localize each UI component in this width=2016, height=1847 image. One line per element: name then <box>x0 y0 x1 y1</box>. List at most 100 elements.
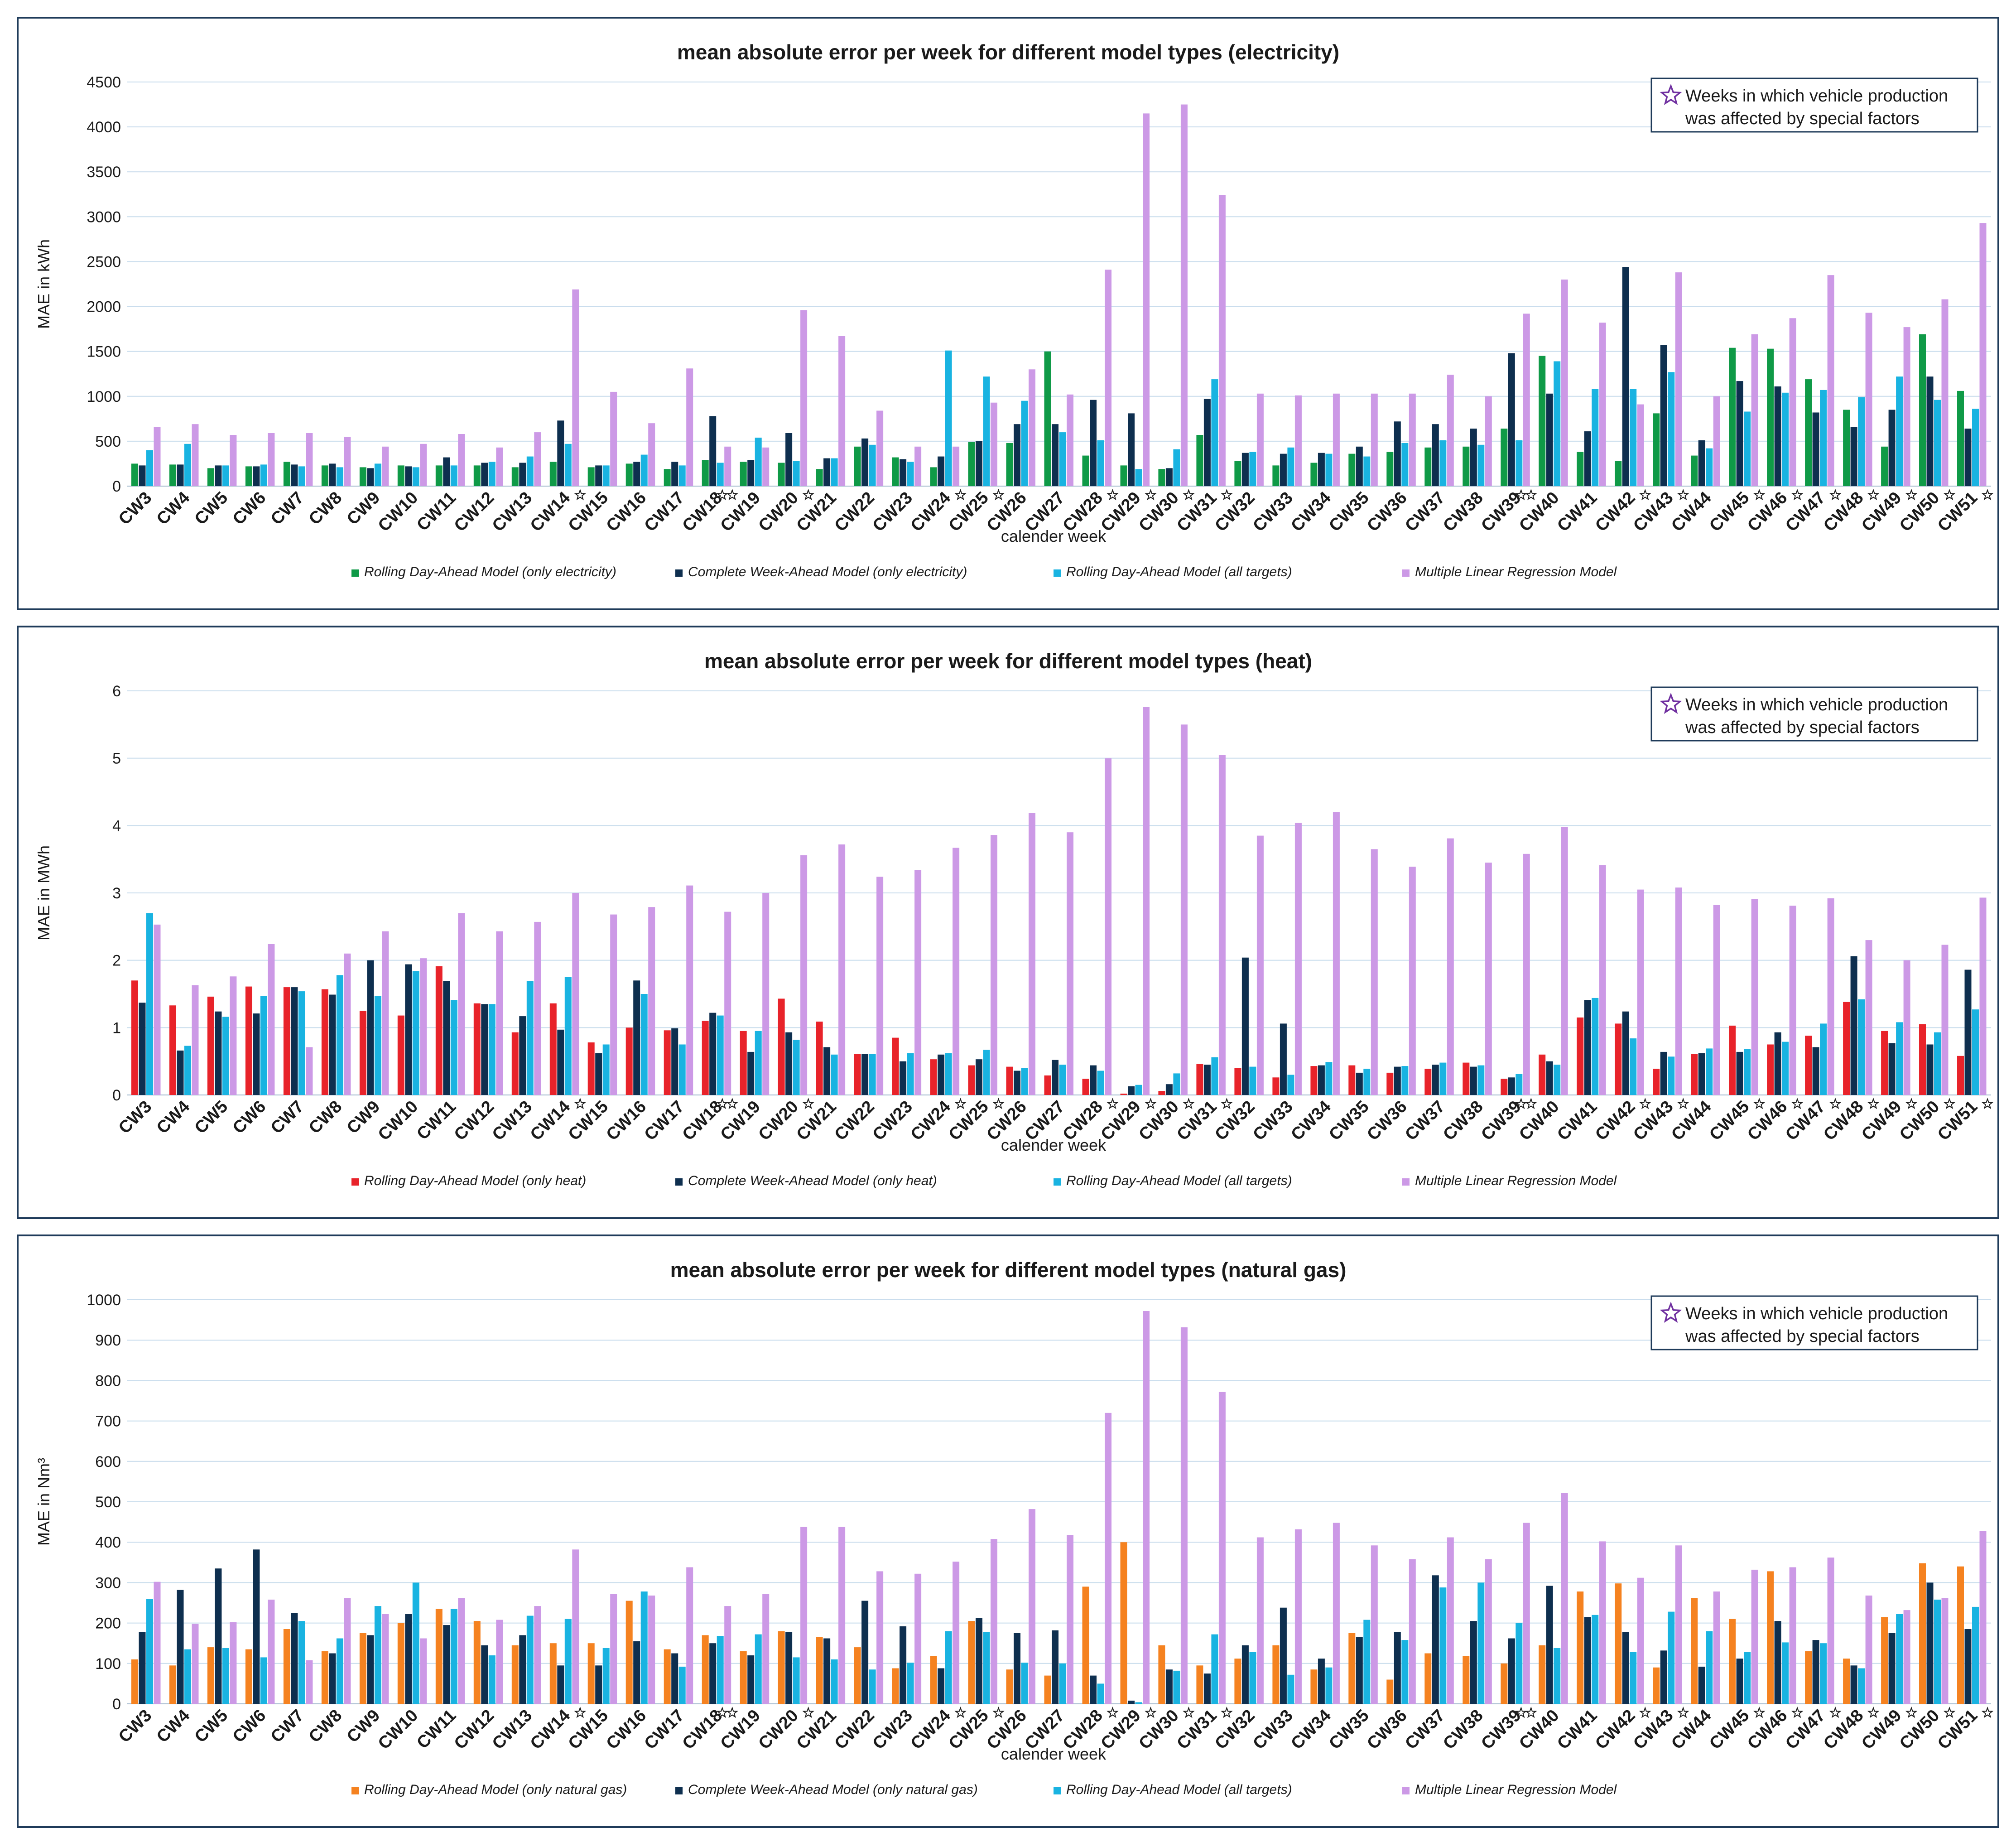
bar <box>991 1539 997 1704</box>
bar <box>245 986 252 1095</box>
bar <box>1592 1615 1599 1704</box>
heat-chart-panel: mean absolute error per week for differe… <box>17 626 1999 1219</box>
bar <box>785 433 793 486</box>
bar <box>1029 369 1035 486</box>
bar <box>686 1567 693 1704</box>
bar <box>1622 1011 1629 1095</box>
bar <box>1409 1559 1416 1704</box>
bar <box>1698 1053 1705 1095</box>
natural-gas-chart: mean absolute error per week for differe… <box>34 1258 1994 1797</box>
bar <box>1599 865 1606 1095</box>
bar <box>412 467 419 486</box>
bar <box>1881 1031 1888 1095</box>
bar <box>1736 1659 1743 1704</box>
bar <box>587 467 595 486</box>
bar <box>800 310 808 486</box>
bar <box>907 1663 914 1704</box>
bar <box>1637 1577 1644 1704</box>
x-tick-label: CW43 <box>1630 1706 1677 1753</box>
special-week-star-icon <box>1905 489 1918 501</box>
bar <box>481 1645 488 1704</box>
x-tick-label: CW3 <box>115 488 155 529</box>
bar <box>526 1616 534 1704</box>
bar <box>1584 1000 1591 1095</box>
special-week-star-icon <box>992 489 1005 501</box>
x-tick-label: CW17 <box>641 1097 688 1144</box>
bar <box>1143 707 1150 1095</box>
x-axis-label: calender week <box>1001 527 1107 545</box>
bar <box>1371 1545 1378 1704</box>
bar <box>557 1029 564 1095</box>
bar <box>1789 1567 1796 1704</box>
bar <box>1881 1617 1888 1704</box>
bar <box>557 420 564 486</box>
x-tick-label: CW47 <box>1782 1706 1829 1753</box>
bar <box>1310 463 1318 486</box>
bar <box>755 438 762 486</box>
bar <box>1203 399 1211 486</box>
x-tick-label: CW22 <box>831 1097 878 1144</box>
bar <box>1249 1066 1256 1095</box>
bar <box>1729 1619 1736 1704</box>
y-tick-label: 2000 <box>87 299 121 316</box>
bar <box>1782 1642 1789 1704</box>
bar <box>1751 334 1758 486</box>
bar <box>496 931 503 1095</box>
bar <box>222 1017 229 1095</box>
bar <box>869 444 876 486</box>
bar <box>1941 1598 1949 1704</box>
special-week-star-icon <box>1183 1098 1195 1109</box>
bar <box>1485 396 1492 486</box>
bar <box>1218 1392 1226 1704</box>
bar <box>192 985 199 1095</box>
bar <box>291 1613 298 1704</box>
bar <box>177 1050 184 1095</box>
bar <box>1827 1558 1834 1704</box>
special-week-star-icon <box>1905 1098 1918 1109</box>
bar <box>1090 400 1097 486</box>
bar <box>1919 1563 1926 1704</box>
bar <box>1325 453 1333 486</box>
bar <box>1561 280 1568 486</box>
bar <box>625 463 633 486</box>
bar <box>945 350 952 486</box>
bar <box>1668 372 1675 486</box>
bar <box>1865 940 1872 1095</box>
bar <box>1424 1069 1432 1095</box>
x-tick-label: CW47 <box>1782 1097 1829 1144</box>
x-tick-label: CW35 <box>1325 1097 1372 1144</box>
bar <box>968 1621 975 1704</box>
bar <box>595 465 602 486</box>
x-tick-label: CW13 <box>489 1097 536 1144</box>
bar <box>1554 1648 1561 1704</box>
bar <box>1812 1047 1819 1095</box>
bar <box>930 1059 937 1095</box>
bar <box>1272 465 1280 486</box>
bar <box>1173 449 1180 486</box>
x-tick-label: CW4 <box>153 1097 193 1138</box>
bar <box>1294 823 1302 1095</box>
special-week-star-icon <box>726 1707 738 1718</box>
bar <box>1143 113 1150 486</box>
bar <box>930 467 937 486</box>
x-tick-label: CW50 <box>1896 1706 1943 1753</box>
bar <box>1668 1056 1675 1095</box>
x-tick-label: CW4 <box>153 488 193 529</box>
bar <box>146 913 153 1095</box>
bar <box>968 442 975 486</box>
bar <box>671 1028 678 1095</box>
special-week-star-icon <box>726 489 738 501</box>
bar <box>1546 1586 1553 1704</box>
bar <box>1356 1072 1363 1095</box>
bar <box>488 1004 496 1095</box>
x-tick-label: CW24 <box>907 1706 954 1753</box>
y-axis-label: MAE in Nm³ <box>34 1458 53 1546</box>
legend-label: Rolling Day-Ahead Model (only electricit… <box>364 564 616 579</box>
bar <box>610 1594 617 1704</box>
bar <box>823 1638 831 1704</box>
bar <box>1561 1493 1568 1704</box>
x-tick-label: CW48 <box>1820 1706 1867 1753</box>
bar <box>876 1571 884 1704</box>
bar <box>146 1599 153 1704</box>
x-tick-label: CW23 <box>869 1097 916 1144</box>
